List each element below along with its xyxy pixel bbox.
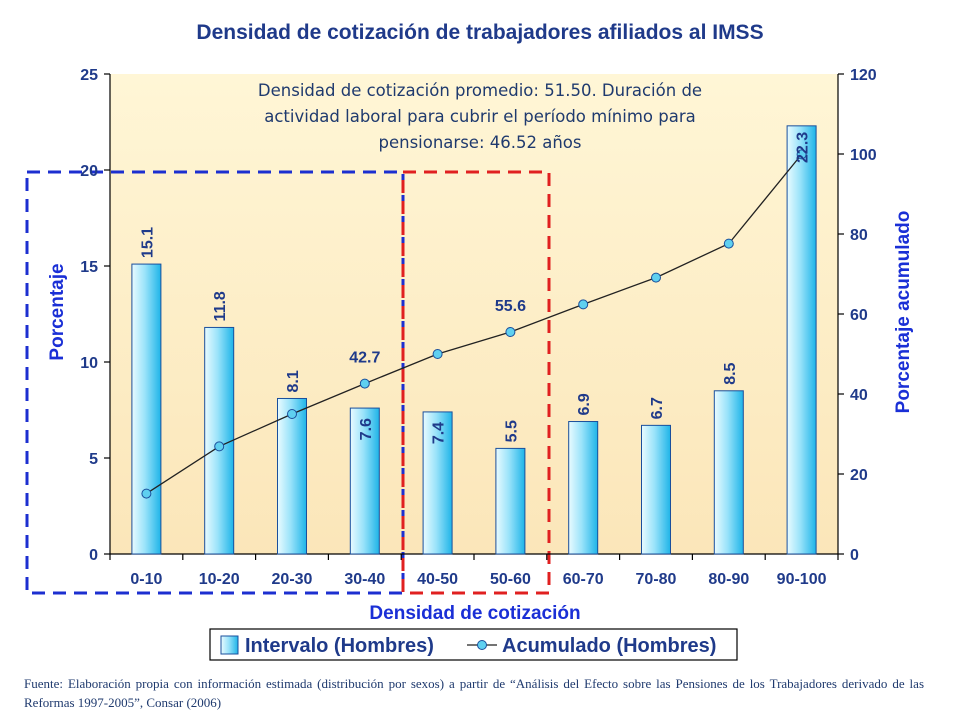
y2-tick-label: 60 <box>850 307 868 324</box>
chart-annotation: Densidad de cotización promedio: 51.50. … <box>258 81 702 152</box>
line-point <box>432 349 443 359</box>
bar-value-label: 5.5 <box>503 420 520 442</box>
bar <box>422 411 453 555</box>
line-point <box>505 327 516 337</box>
y-tick-label: 15 <box>80 259 98 276</box>
bar-value-label: 7.4 <box>431 422 448 444</box>
x-tick-label: 20-30 <box>272 571 313 588</box>
x-tick-label: 0-10 <box>130 571 162 588</box>
x-tick-label: 30-40 <box>344 571 385 588</box>
line-series <box>141 149 807 499</box>
data-labels: 15.1 11.8 8.1 7.6 7.4 5.5 6.9 6.7 8.5 22.3 42.7 55.… <box>139 132 811 444</box>
line-value-label: 55.6 <box>495 298 526 315</box>
highlight-boxes <box>25 170 551 595</box>
bar <box>131 263 162 555</box>
bar <box>786 125 817 555</box>
bar-value-label: 15.1 <box>139 227 156 258</box>
bar-value-label: 6.9 <box>576 393 593 415</box>
x-tick-label: 40-50 <box>417 571 458 588</box>
x-tick-label: 70-80 <box>636 571 677 588</box>
y-tick-label: 20 <box>80 163 98 180</box>
bar-value-label: 6.7 <box>649 397 666 419</box>
bar-value-label: 7.6 <box>358 418 375 440</box>
y-axis-label: Porcentaje <box>47 263 68 360</box>
y2-tick-label: 40 <box>850 387 868 404</box>
line-value-label: 42.7 <box>349 350 380 367</box>
legend-bar-swatch <box>220 635 239 655</box>
y2-tick-label: 20 <box>850 467 868 484</box>
bar-value-label: 11.8 <box>212 291 229 321</box>
annotation-line: actividad laboral para cubrir el período… <box>264 107 695 126</box>
y-tick-label: 0 <box>89 547 98 564</box>
line-point <box>141 488 152 499</box>
line-point <box>723 238 734 249</box>
bar <box>495 447 526 555</box>
bar <box>349 407 380 555</box>
bar <box>277 397 307 555</box>
y2-tick-label: 120 <box>850 67 877 84</box>
y-tick-label: 25 <box>80 67 98 84</box>
legend-bar-label: Intervalo (Hombres) <box>245 635 434 657</box>
x-tick-label: 60-70 <box>563 571 604 588</box>
legend-line-label: Acumulado (Hombres) <box>502 635 716 657</box>
chart-title: Densidad de cotización de trabajadores a… <box>196 21 763 44</box>
x-tick-label: 10-20 <box>199 571 240 588</box>
bar-value-label: 8.5 <box>722 362 739 384</box>
x-axis-label: Densidad de cotización <box>369 603 580 624</box>
bar-series <box>131 125 817 555</box>
line-point <box>214 441 225 452</box>
bar <box>204 326 235 555</box>
legend-line-marker <box>477 640 487 650</box>
line-point <box>796 149 807 160</box>
bar-value-label: 22.3 <box>795 132 812 163</box>
bar-value-label: 8.1 <box>285 370 302 392</box>
x-tick-label: 50-60 <box>490 571 531 588</box>
bar <box>713 390 744 555</box>
annotation-line: pensionarse: 46.52 años <box>378 133 581 152</box>
bar <box>568 421 599 555</box>
y2-axis-label: Porcentaje acumulado <box>893 211 914 414</box>
red-dashed-box <box>401 170 551 595</box>
line-point <box>359 378 370 389</box>
source-note: Fuente: Elaboración propia con informaci… <box>24 676 924 710</box>
legend: Intervalo (Hombres) Acumulado (Hombres) <box>209 628 738 661</box>
line-point <box>578 299 589 310</box>
chart: Densidad de cotización de trabajadores a… <box>25 21 914 661</box>
x-tick-label: 90-100 <box>777 571 827 588</box>
annotation-line: Densidad de cotización promedio: 51.50. … <box>258 81 702 100</box>
x-tick-label: 80-90 <box>708 571 749 588</box>
bar <box>641 424 671 555</box>
y-tick-label: 10 <box>80 355 98 372</box>
y2-tick-label: 100 <box>850 147 877 164</box>
line-point <box>287 409 297 419</box>
axes: 0 5 10 15 20 25 0 20 40 60 80 100 120 0-10 10-20 20-30 3… <box>80 67 877 588</box>
y2-tick-label: 0 <box>850 547 859 564</box>
y-tick-label: 5 <box>89 451 98 468</box>
cumulative-line <box>146 153 803 495</box>
line-point <box>651 272 661 283</box>
y2-tick-label: 80 <box>850 227 868 244</box>
